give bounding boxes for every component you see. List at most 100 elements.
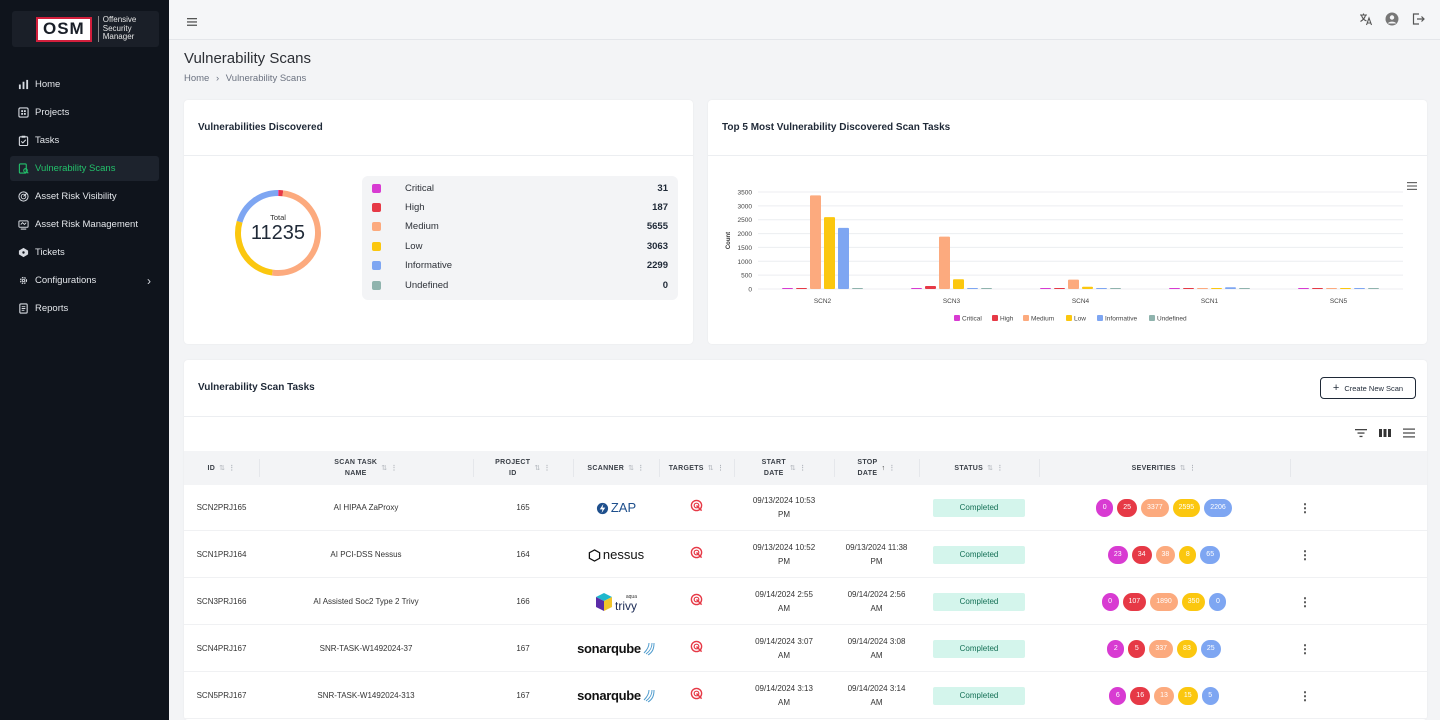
column-menu-icon[interactable]: ⋮ bbox=[390, 464, 398, 472]
translate-icon[interactable] bbox=[1358, 11, 1374, 27]
target-icon[interactable] bbox=[690, 640, 703, 658]
sort-ascending-icon[interactable]: ↑ bbox=[881, 464, 886, 472]
sort-icon[interactable]: ⇅ bbox=[534, 464, 541, 472]
bar-scn2-high[interactable] bbox=[796, 288, 807, 289]
bar-scn5-low[interactable] bbox=[1340, 288, 1351, 289]
bar-scn3-high[interactable] bbox=[925, 286, 936, 289]
sidebar-item-asset-risk-management[interactable]: Asset Risk Management bbox=[10, 212, 159, 237]
bar-scn1-undefined[interactable] bbox=[1239, 288, 1250, 289]
table-row[interactable]: SCN5PRJ167 SNR-TASK-W1492024-313 167 sonarq… bbox=[184, 673, 1427, 719]
bar-scn1-low[interactable] bbox=[1211, 288, 1222, 289]
bar-scn4-informative[interactable] bbox=[1096, 288, 1107, 289]
bar-scn2-critical[interactable] bbox=[782, 288, 793, 289]
column-header-project-id[interactable]: PROJECT ID ⇅ ⋮ bbox=[473, 451, 573, 485]
sidebar-item-tasks[interactable]: Tasks bbox=[10, 128, 159, 153]
column-menu-icon[interactable]: ⋮ bbox=[716, 464, 725, 472]
bar-scn4-low[interactable] bbox=[1082, 286, 1093, 289]
row-actions-icon[interactable]: ⋮ bbox=[1299, 689, 1311, 703]
table-row[interactable]: SCN2PRJ165 AI HIPAA ZaProxy 165 ZAP 09/13/20… bbox=[184, 485, 1427, 531]
bar-scn5-informative[interactable] bbox=[1354, 288, 1365, 289]
table-row[interactable]: SCN1PRJ164 AI PCI-DSS Nessus 164 nessus 09/1… bbox=[184, 532, 1427, 578]
sidebar-item-configurations[interactable]: Configurations › bbox=[10, 268, 159, 293]
bar-scn2-undefined[interactable] bbox=[852, 288, 863, 289]
user-avatar-icon[interactable] bbox=[1384, 11, 1400, 27]
bar-scn4-critical[interactable] bbox=[1040, 288, 1051, 289]
target-icon[interactable] bbox=[690, 593, 703, 611]
table-row[interactable]: SCN3PRJ166 AI Assisted Soc2 Type 2 Trivy 1… bbox=[184, 579, 1427, 625]
column-header-start-date[interactable]: START DATE ⇅ ⋮ bbox=[734, 451, 834, 485]
column-menu-icon[interactable]: ⋮ bbox=[799, 464, 807, 472]
bar-scn2-low[interactable] bbox=[824, 217, 835, 289]
row-actions-icon[interactable]: ⋮ bbox=[1299, 548, 1311, 562]
sidebar-item-home[interactable]: Home bbox=[10, 72, 159, 97]
column-header-stop-date[interactable]: STOP DATE ↑ ⋮ bbox=[834, 451, 919, 485]
row-actions-icon[interactable]: ⋮ bbox=[1299, 642, 1311, 656]
column-header-targets[interactable]: TARGETS ⇅ ⋮ bbox=[659, 451, 734, 485]
sort-icon[interactable]: ⇅ bbox=[1179, 464, 1187, 472]
sort-icon[interactable]: ⇅ bbox=[789, 464, 797, 472]
bar-scn1-critical[interactable] bbox=[1169, 288, 1180, 289]
column-header-scanner[interactable]: SCANNER ⇅ ⋮ bbox=[573, 451, 659, 485]
cell-id[interactable]: SCN2PRJ165 bbox=[196, 503, 247, 512]
legend-label-informative[interactable]: Informative bbox=[1105, 316, 1138, 323]
cell-id[interactable]: SCN1PRJ164 bbox=[196, 550, 247, 559]
column-menu-icon[interactable]: ⋮ bbox=[888, 464, 896, 472]
logout-icon[interactable] bbox=[1410, 11, 1426, 27]
bar-scn3-informative[interactable] bbox=[967, 288, 978, 289]
sidebar-item-projects[interactable]: Projects bbox=[10, 100, 159, 125]
menu-toggle-icon[interactable] bbox=[187, 14, 199, 26]
sort-icon[interactable]: ⇅ bbox=[707, 464, 714, 472]
cell-id[interactable]: SCN3PRJ166 bbox=[196, 597, 247, 606]
sort-icon[interactable]: ⇅ bbox=[381, 464, 388, 472]
row-actions-icon[interactable]: ⋮ bbox=[1299, 595, 1311, 609]
donut-slice-medium[interactable] bbox=[271, 190, 321, 276]
breadcrumb-home[interactable]: Home bbox=[184, 73, 210, 84]
donut-slice-informative[interactable] bbox=[236, 190, 279, 223]
sidebar-item-asset-risk-visibility[interactable]: Asset Risk Visibility bbox=[10, 184, 159, 209]
bar-scn3-critical[interactable] bbox=[911, 288, 922, 289]
filter-icon[interactable] bbox=[1355, 427, 1367, 439]
legend-label-high[interactable]: High bbox=[1000, 316, 1014, 323]
target-icon[interactable] bbox=[690, 546, 703, 564]
density-icon[interactable] bbox=[1403, 427, 1415, 439]
table-row[interactable]: SCN4PRJ167 SNR-TASK-W1492024-37 167 sonarqu… bbox=[184, 626, 1427, 672]
columns-icon[interactable] bbox=[1379, 427, 1391, 439]
column-menu-icon[interactable]: ⋮ bbox=[637, 464, 645, 472]
bar-scn2-medium[interactable] bbox=[810, 195, 821, 289]
donut-slice-low[interactable] bbox=[235, 220, 273, 276]
bar-scn4-medium[interactable] bbox=[1068, 279, 1079, 289]
chart-menu-icon[interactable] bbox=[1407, 177, 1417, 190]
bar-scn5-undefined[interactable] bbox=[1368, 288, 1379, 289]
cell-id[interactable]: SCN4PRJ167 bbox=[196, 644, 247, 653]
sidebar-item-vulnerability-scans[interactable]: Vulnerability Scans bbox=[10, 156, 159, 181]
sidebar-item-reports[interactable]: Reports bbox=[10, 296, 159, 321]
column-menu-icon[interactable]: ⋮ bbox=[543, 464, 551, 472]
create-new-scan-button[interactable]: + Create New Scan bbox=[1320, 377, 1416, 399]
bar-scn3-low[interactable] bbox=[953, 279, 964, 289]
bar-scn1-high[interactable] bbox=[1183, 288, 1194, 289]
legend-label-medium[interactable]: Medium bbox=[1031, 316, 1054, 323]
bar-scn4-undefined[interactable] bbox=[1110, 288, 1121, 289]
column-menu-icon[interactable]: ⋮ bbox=[228, 464, 236, 472]
sort-icon[interactable]: ⇅ bbox=[628, 464, 635, 472]
bar-scn5-critical[interactable] bbox=[1298, 288, 1309, 289]
column-header-status[interactable]: STATUS ⇅ ⋮ bbox=[919, 451, 1039, 485]
bar-scn1-informative[interactable] bbox=[1225, 287, 1236, 289]
column-header-id[interactable]: ID ⇅ ⋮ bbox=[184, 451, 259, 485]
bar-scn3-medium[interactable] bbox=[939, 236, 950, 289]
bar-scn3-undefined[interactable] bbox=[981, 288, 992, 289]
target-icon[interactable] bbox=[690, 687, 703, 705]
legend-label-undefined[interactable]: Undefined bbox=[1157, 316, 1187, 323]
column-header-scan-task-name[interactable]: SCAN TASK NAME ⇅ ⋮ bbox=[259, 451, 473, 485]
bar-scn4-high[interactable] bbox=[1054, 288, 1065, 289]
bar-scn2-informative[interactable] bbox=[838, 227, 849, 289]
legend-label-low[interactable]: Low bbox=[1074, 316, 1086, 323]
sidebar-item-tickets[interactable]: Tickets bbox=[10, 240, 159, 265]
sort-icon[interactable]: ⇅ bbox=[987, 464, 994, 472]
legend-label-critical[interactable]: Critical bbox=[962, 316, 982, 323]
bar-scn5-high[interactable] bbox=[1312, 288, 1323, 289]
bar-scn5-medium[interactable] bbox=[1326, 288, 1337, 289]
column-header-severities[interactable]: SEVERITIES ⇅ ⋮ bbox=[1039, 451, 1289, 485]
row-actions-icon[interactable]: ⋮ bbox=[1299, 501, 1311, 515]
bar-scn1-medium[interactable] bbox=[1197, 287, 1208, 289]
